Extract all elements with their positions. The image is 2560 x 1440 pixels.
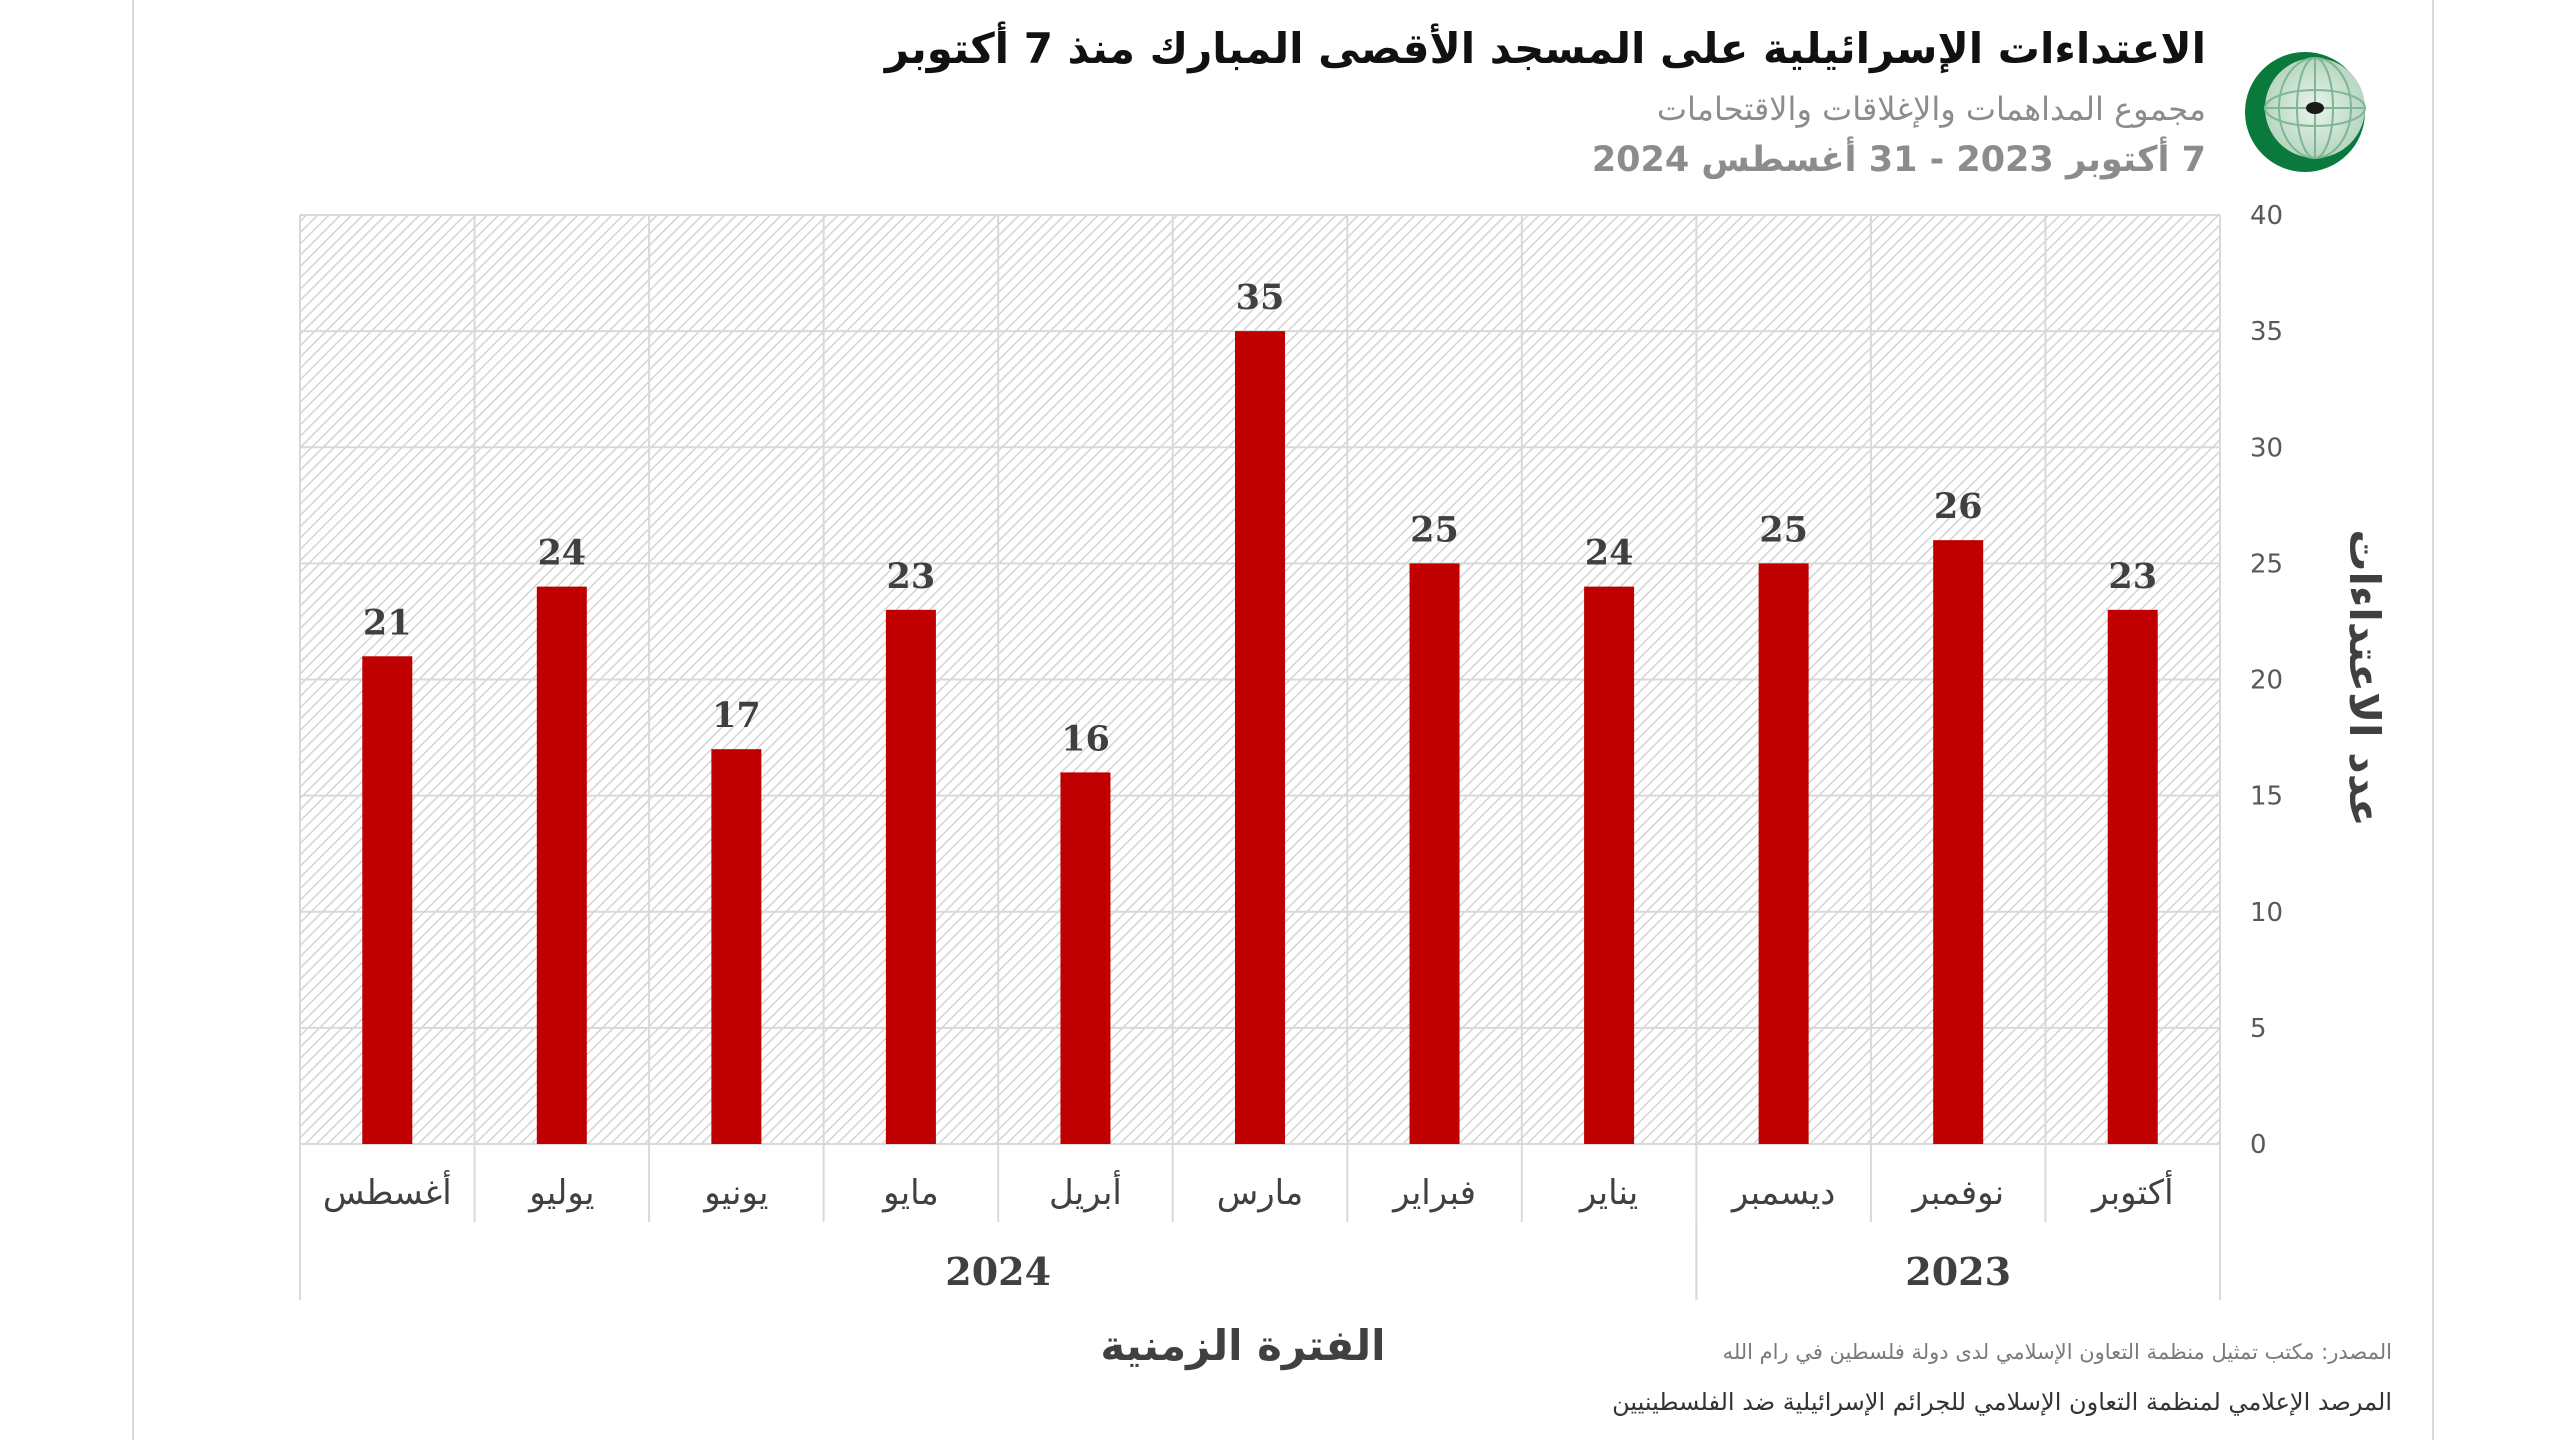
y-tick-label: 30	[2250, 433, 2283, 463]
y-ticks: 0 5 10 15 20 25 30 35 40	[2250, 201, 2283, 1160]
y-tick-label: 10	[2250, 898, 2283, 928]
x-category-label: مارس	[1217, 1173, 1304, 1213]
y-tick-label: 35	[2250, 317, 2283, 347]
data-label: 16	[1061, 718, 1110, 759]
x-category-label: أبريل	[1049, 1170, 1122, 1213]
data-label: 21	[363, 602, 412, 643]
year-groups: 2023 2024	[299, 1222, 2221, 1300]
x-categories: أكتوبر نوفمبر ديسمبر يناير فبراير مارس أبريل ما…	[299, 1144, 2221, 1222]
data-label: 35	[1236, 277, 1285, 318]
bar	[2107, 609, 2158, 1144]
y-tick-label: 25	[2250, 549, 2283, 579]
oic-logo-icon	[2245, 52, 2366, 172]
x-category-label: يناير	[1578, 1173, 1638, 1213]
x-category-label: فبراير	[1391, 1173, 1476, 1213]
x-category-label: أغسطس	[323, 1170, 452, 1213]
x-category-label: يوليو	[527, 1173, 594, 1213]
x-category-label: أكتوبر	[2090, 1170, 2174, 1213]
bar	[362, 656, 413, 1144]
bar	[1235, 331, 1285, 1144]
date-range: 7 أكتوبر 2023 - 31 أغسطس 2024	[1591, 140, 2206, 180]
bar	[1758, 563, 1809, 1144]
data-label: 23	[887, 556, 936, 597]
observatory-note: المرصد الإعلامي لمنظمة التعاون الإسلامي …	[1612, 1388, 2392, 1416]
bar	[1409, 563, 1460, 1144]
year-group-label: 2024	[945, 1249, 1051, 1294]
bar	[885, 609, 936, 1144]
data-label: 25	[1759, 509, 1808, 550]
bar	[711, 749, 762, 1144]
y-tick-label: 0	[2250, 1130, 2267, 1160]
data-label: 24	[1585, 533, 1634, 574]
data-label: 26	[1934, 486, 1983, 527]
x-category-label: ديسمبر	[1730, 1173, 1836, 1213]
year-group-label: 2023	[1905, 1249, 2011, 1294]
bar	[1060, 772, 1111, 1144]
bar	[1584, 586, 1635, 1144]
y-tick-label: 40	[2250, 201, 2283, 231]
x-category-label: يونيو	[702, 1173, 768, 1213]
data-label: 23	[2108, 556, 2157, 597]
bar	[1933, 540, 1984, 1144]
x-category-label: مايو	[881, 1173, 939, 1213]
y-axis-title: عدد الاعتداءات	[2340, 529, 2389, 826]
data-label: 25	[1410, 509, 1459, 550]
x-category-label: نوفمبر	[1910, 1173, 2004, 1213]
chart-subtitle: مجموع المداهمات والإغلاقات والاقتحامات	[1656, 90, 2206, 128]
source-note: المصدر: مكتب تمثيل منظمة التعاون الإسلام…	[1722, 1340, 2392, 1364]
data-labels: 23 26 25 24 25 35 16 23 17 24 21	[363, 277, 2157, 759]
bar	[536, 586, 587, 1144]
x-axis-title: الفترة الزمنية	[1100, 1321, 1385, 1371]
chart-title: الاعتداءات الإسرائيلية على المسجد الأقصى…	[884, 24, 2206, 73]
bars	[362, 331, 2158, 1144]
y-tick-label: 20	[2250, 666, 2283, 696]
y-tick-label: 5	[2250, 1014, 2267, 1044]
data-label: 24	[537, 533, 586, 574]
data-label: 17	[712, 695, 761, 736]
y-tick-label: 15	[2250, 782, 2283, 812]
